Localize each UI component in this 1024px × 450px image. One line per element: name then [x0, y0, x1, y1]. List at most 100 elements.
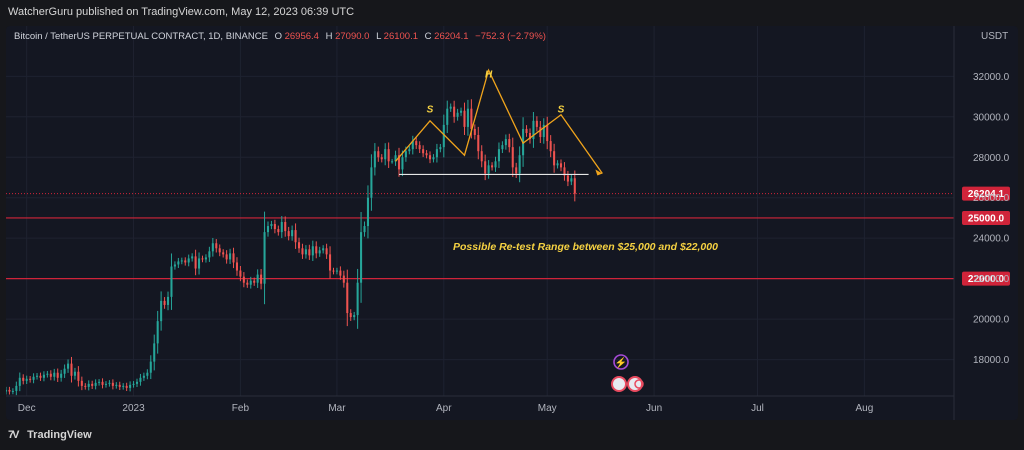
level-price-label-0: 25000.0	[968, 213, 1005, 224]
candle-body	[49, 373, 52, 377]
candle-body	[532, 120, 535, 140]
candle-body	[173, 264, 176, 267]
candle-body	[87, 383, 90, 387]
pattern-label: H	[485, 69, 493, 80]
candle-body	[73, 371, 76, 376]
candle-body	[46, 373, 49, 375]
legend-high: 27090.0	[335, 31, 369, 42]
price-axis[interactable]: 18000.0 20000.0 22000.0 24000.0 26000.0 28000…	[953, 26, 1010, 420]
candle-body	[67, 363, 70, 369]
legend-change: −752.3 (−2.79%)	[475, 31, 546, 42]
candle-body	[301, 248, 304, 255]
candle-body	[153, 343, 156, 362]
y-tick-label: 26000.0	[973, 193, 1010, 204]
price-chart[interactable]: 25000.0 22000.0 26204.1 S H S ⚡ 18000.0 20000…	[6, 26, 1018, 420]
level-price-box-0	[962, 210, 1010, 225]
pattern-label: S	[427, 105, 434, 116]
x-tick-label: May	[538, 403, 557, 414]
support-levels: 25000.0 22000.0 26204.1	[6, 186, 1010, 286]
candle-body	[570, 178, 573, 182]
candle-body	[470, 108, 473, 129]
candle-body	[70, 363, 73, 376]
chart-panel[interactable]: 25000.0 22000.0 26204.1 S H S ⚡ 18000.0 20000…	[6, 26, 1018, 420]
legend-symbol: Bitcoin / TetherUS PERPETUAL CONTRACT, 1…	[14, 31, 268, 42]
candle-body	[456, 112, 459, 117]
candle-body	[563, 167, 566, 176]
candle-body	[487, 165, 490, 174]
legend-close: 26204.1	[434, 31, 468, 42]
candle-body	[566, 175, 569, 182]
candle-body	[101, 381, 104, 385]
candle-body	[91, 383, 94, 386]
x-tick-label: Jun	[646, 403, 662, 414]
candle-body	[304, 249, 307, 255]
candle-body	[211, 243, 214, 252]
tradingview-logo[interactable]: 7V TradingView	[8, 429, 92, 441]
legend: Bitcoin / TetherUS PERPETUAL CONTRACT, 1…	[14, 31, 546, 42]
candle-body	[366, 197, 369, 227]
event-flash-icon[interactable]	[613, 354, 629, 370]
event-flag-icon[interactable]	[611, 376, 627, 392]
candle-body	[198, 258, 201, 269]
candle-body	[260, 274, 263, 284]
candle-body	[215, 243, 218, 249]
candle-body	[184, 260, 187, 263]
candle-body	[222, 252, 225, 255]
pattern-label: S	[558, 105, 565, 116]
level-price-box-1	[962, 271, 1010, 286]
candle-body	[311, 246, 314, 256]
candle-body	[132, 383, 135, 385]
x-tick-label: 2023	[122, 403, 145, 414]
candle-body	[187, 258, 190, 263]
event-ring-icon[interactable]	[634, 379, 644, 389]
y-tick-label: 30000.0	[973, 112, 1010, 123]
candle-body	[411, 141, 414, 150]
candle-body	[356, 282, 359, 316]
candle-body	[387, 149, 390, 162]
candle-body	[497, 149, 500, 162]
candle-body	[415, 141, 418, 146]
candle-body	[373, 151, 376, 168]
candle-body	[8, 389, 11, 392]
candle-body	[432, 157, 435, 160]
candle-body	[491, 165, 494, 168]
candle-body	[239, 270, 242, 277]
candle-body	[559, 163, 563, 168]
event-flash-glyph: ⚡	[615, 356, 627, 369]
candle-body	[428, 155, 432, 160]
candle-body	[111, 382, 114, 386]
candle-body	[94, 382, 97, 386]
y-tick-label: 22000.0	[973, 274, 1010, 285]
candle-body	[308, 249, 311, 256]
candle-body	[484, 161, 487, 174]
candle-body	[149, 361, 152, 373]
candle-body	[546, 124, 549, 142]
candle-body	[246, 282, 249, 285]
candle-body	[453, 106, 456, 117]
candle-body	[18, 377, 21, 386]
candle-body	[56, 372, 59, 378]
y-tick-label: 24000.0	[973, 234, 1010, 245]
candle-body	[170, 266, 173, 297]
candle-body	[425, 153, 428, 156]
candle-body	[384, 149, 387, 160]
candle-body	[139, 377, 142, 382]
candle-body	[346, 282, 349, 314]
time-axis[interactable]: Dec 2023 Feb Mar Apr May Jun Jul Aug	[6, 395, 954, 414]
candle-body	[342, 275, 345, 283]
candle-body	[335, 270, 338, 272]
candle-body	[339, 270, 342, 276]
candle-body	[25, 378, 28, 381]
event-icons[interactable]: ⚡	[611, 354, 644, 392]
candle-body	[401, 157, 404, 170]
legend-high-label: H	[326, 31, 333, 42]
candle-body	[191, 256, 194, 259]
candle-body	[322, 248, 325, 251]
candle-body	[63, 368, 66, 374]
legend-close-label: C	[425, 31, 432, 42]
candle-body	[204, 257, 207, 260]
candle-body	[287, 231, 290, 237]
candle-body	[422, 149, 425, 154]
candle-body	[549, 141, 552, 152]
candle-body	[180, 260, 183, 262]
